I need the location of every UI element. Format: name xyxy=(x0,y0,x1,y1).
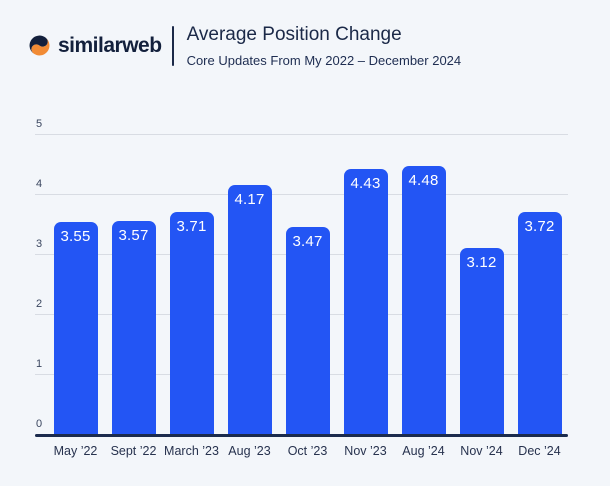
bar-value-label: 3.55 xyxy=(60,228,91,245)
x-axis-tick-label: Nov ’24 xyxy=(460,444,503,458)
bar-value-label: 4.43 xyxy=(350,175,381,193)
bar: 3.55 xyxy=(53,222,98,435)
header: similarweb Average Position Change Core … xyxy=(28,24,590,68)
bar: 3.57 xyxy=(111,220,156,435)
y-axis-tick-label: 1 xyxy=(36,358,43,370)
similarweb-logo: similarweb xyxy=(28,34,162,58)
x-axis-tick-label: March ’23 xyxy=(164,444,219,458)
bar-value-label: 3.71 xyxy=(176,218,207,236)
bar-value-label: 4.48 xyxy=(408,172,439,190)
y-axis-tick-label: 3 xyxy=(36,238,43,250)
x-axis-tick-label: Aug ’24 xyxy=(402,444,445,458)
header-divider xyxy=(171,25,174,66)
x-axis-tick-label: Dec ’24 xyxy=(518,444,561,458)
bar-value-label: 3.57 xyxy=(118,226,149,244)
y-axis-tick-label: 0 xyxy=(36,418,43,430)
similarweb-logo-icon xyxy=(29,35,50,56)
bar: 4.17 xyxy=(227,184,272,435)
x-axis-tick-label: Aug ’23 xyxy=(228,444,271,458)
y-axis-tick-label: 2 xyxy=(36,298,43,310)
x-axis-line xyxy=(35,434,568,437)
y-axis-tick-label: 5 xyxy=(36,118,43,130)
bar: 3.72 xyxy=(517,211,562,435)
plot-area: 0 1 2 3 4 5 3.55 May ’22 3.57 Sept ’22 3.71 March ’… xyxy=(35,119,568,458)
y-axis-tick-label: 4 xyxy=(36,178,43,190)
bar: 4.43 xyxy=(343,169,388,435)
bar-value-label: 3.12 xyxy=(466,253,497,271)
bar-value-label: 3.47 xyxy=(292,232,323,250)
header-text-block: Average Position Change Core Updates Fro… xyxy=(187,24,462,68)
chart-title: Average Position Change xyxy=(186,24,402,45)
bar-value-label: 3.72 xyxy=(524,217,555,235)
x-axis-tick-label: Nov ’23 xyxy=(344,444,387,458)
x-axis-tick-label: Oct ’23 xyxy=(287,444,328,458)
bar: 4.48 xyxy=(401,166,446,435)
bar: 3.71 xyxy=(169,212,214,435)
bar: 3.12 xyxy=(459,247,504,435)
similarweb-logo-text: similarweb xyxy=(58,33,162,57)
gridline-y4 xyxy=(35,194,568,195)
x-axis-tick-label: Sept ’22 xyxy=(110,444,157,458)
chart-subtitle: Core Updates From My 2022 – December 202… xyxy=(186,52,462,68)
x-axis-tick-label: May ’22 xyxy=(53,444,98,458)
bar-value-label: 4.17 xyxy=(234,190,265,208)
gridline-y5 xyxy=(35,134,568,135)
bar: 3.47 xyxy=(285,226,330,435)
